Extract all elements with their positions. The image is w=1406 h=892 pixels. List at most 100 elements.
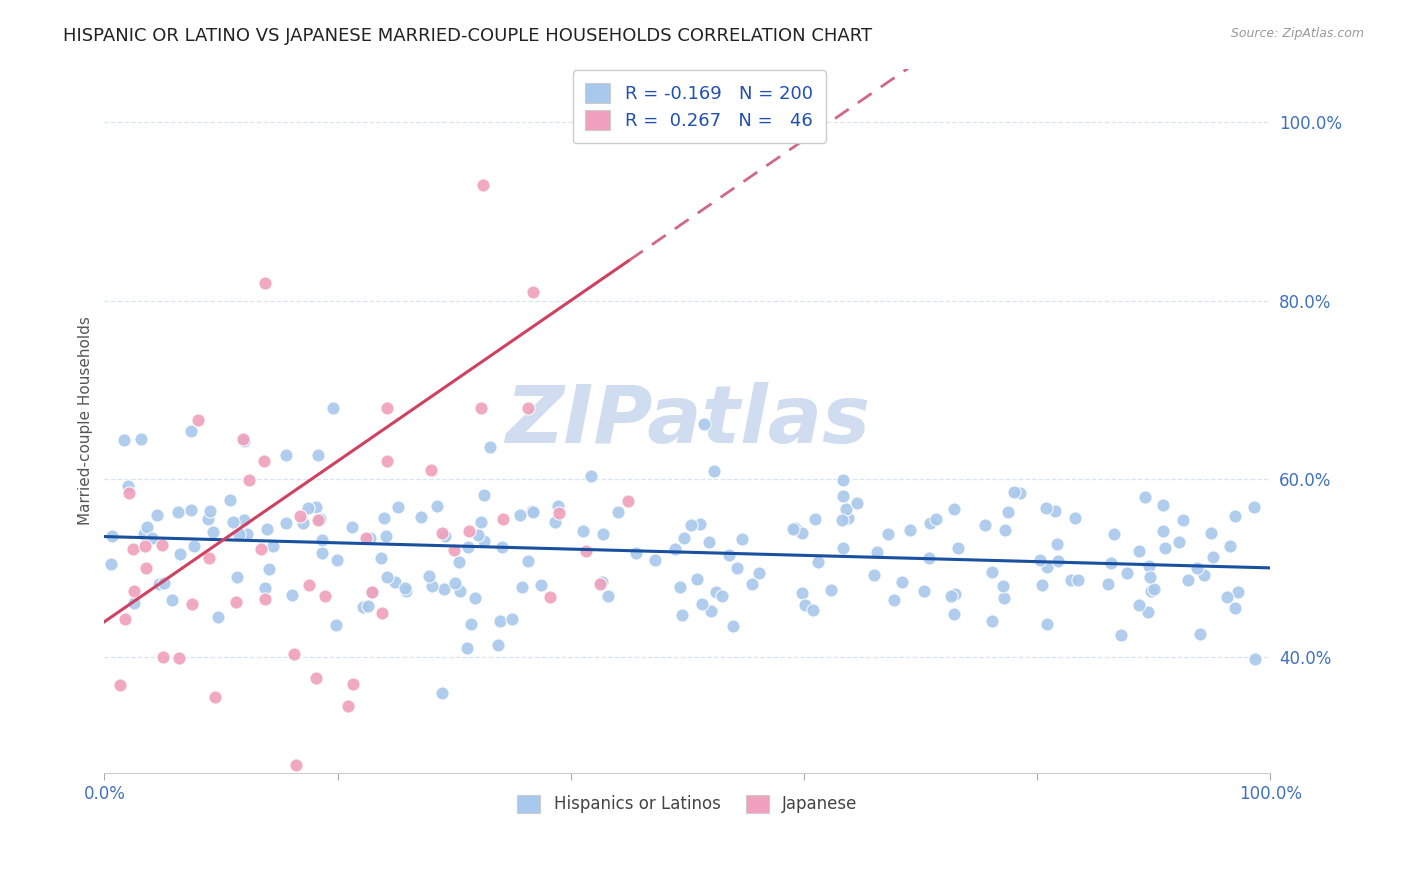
Point [148, 577, 170, 591]
Point [997, 505, 1019, 519]
Point [723, 619, 745, 633]
Point [1192, 568, 1215, 582]
Point [1035, 500, 1057, 515]
Point [122, 583, 145, 598]
Point [1046, 537, 1069, 551]
Point [371, 606, 394, 620]
Point [488, 614, 510, 628]
Point [1029, 553, 1052, 567]
Point [1199, 526, 1222, 541]
Point [233, 434, 256, 449]
Point [197, 512, 219, 526]
Point [122, 596, 145, 610]
Point [699, 535, 721, 549]
Point [1215, 590, 1237, 604]
Point [1008, 486, 1031, 500]
Point [222, 515, 245, 529]
Point [673, 531, 696, 545]
Point [644, 553, 666, 567]
Point [281, 588, 304, 602]
Point [118, 486, 141, 500]
Point [460, 616, 482, 631]
Point [356, 531, 378, 545]
Point [606, 505, 628, 519]
Point [831, 541, 853, 555]
Point [1188, 627, 1211, 641]
Point [711, 589, 734, 603]
Point [664, 542, 686, 557]
Point [288, 508, 311, 523]
Point [807, 555, 830, 569]
Point [114, 612, 136, 626]
Point [974, 518, 997, 533]
Point [1244, 652, 1267, 666]
Point [589, 577, 612, 591]
Point [863, 568, 886, 582]
Point [418, 569, 440, 583]
Point [311, 533, 333, 548]
Point [704, 585, 727, 599]
Point [384, 575, 406, 590]
Point [180, 503, 202, 517]
Point [283, 647, 305, 661]
Point [1139, 570, 1161, 584]
Point [731, 533, 754, 547]
Point [198, 550, 221, 565]
Point [307, 513, 329, 527]
Point [467, 527, 489, 541]
Point [322, 401, 344, 415]
Point [1064, 511, 1087, 525]
Point [225, 595, 247, 609]
Point [993, 579, 1015, 593]
Text: Source: ZipAtlas.com: Source: ZipAtlas.com [1230, 27, 1364, 40]
Point [305, 500, 328, 514]
Point [547, 506, 569, 520]
Point [457, 540, 479, 554]
Point [340, 520, 363, 534]
Point [942, 501, 965, 516]
Point [891, 575, 914, 590]
Point [837, 511, 859, 525]
Point [122, 541, 145, 556]
Point [517, 554, 540, 568]
Point [1109, 628, 1132, 642]
Point [470, 515, 492, 529]
Point [1097, 577, 1119, 591]
Point [596, 590, 619, 604]
Point [160, 593, 183, 607]
Point [432, 686, 454, 700]
Point [669, 580, 692, 594]
Point [575, 544, 598, 558]
Point [326, 552, 349, 566]
Point [1243, 500, 1265, 515]
Point [617, 494, 640, 508]
Point [375, 529, 398, 543]
Point [832, 489, 855, 503]
Point [187, 413, 209, 427]
Point [207, 610, 229, 624]
Point [425, 499, 447, 513]
Point [980, 614, 1002, 628]
Point [486, 638, 509, 652]
Point [832, 473, 855, 487]
Point [820, 583, 842, 598]
Point [1143, 582, 1166, 597]
Point [624, 546, 647, 560]
Point [235, 527, 257, 541]
Text: HISPANIC OR LATINO VS JAPANESE MARRIED-COUPLE HOUSEHOLDS CORRELATION CHART: HISPANIC OR LATINO VS JAPANESE MARRIED-C… [63, 27, 872, 45]
Point [794, 599, 817, 613]
Point [917, 551, 939, 566]
Point [1136, 605, 1159, 619]
Point [444, 576, 467, 591]
Point [509, 508, 531, 522]
Point [357, 599, 380, 614]
Point [470, 401, 492, 415]
Point [228, 527, 250, 541]
Point [1153, 541, 1175, 556]
Point [1177, 573, 1199, 587]
Point [375, 401, 398, 415]
Point [943, 607, 966, 621]
Point [360, 584, 382, 599]
Point [943, 587, 966, 601]
Point [946, 541, 969, 555]
